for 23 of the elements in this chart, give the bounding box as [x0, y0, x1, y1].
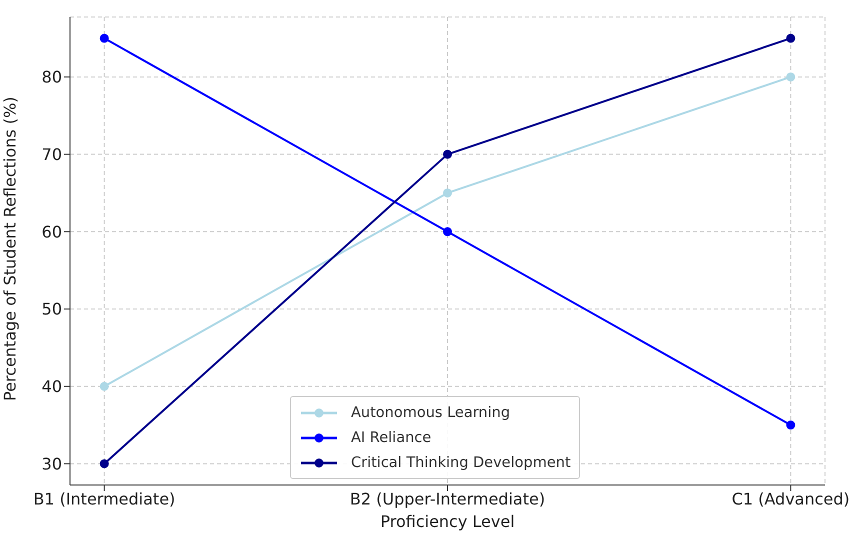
x-tick-label: B2 (Upper-Intermediate)	[350, 489, 546, 508]
point	[100, 459, 109, 468]
x-tick-label: C1 (Advanced)	[732, 489, 850, 508]
y-axis-title: Percentage of Student Reflections (%)	[0, 96, 20, 401]
legend-label: AI Reliance	[351, 430, 432, 446]
point	[786, 72, 796, 82]
y-tick-label: 50	[42, 300, 62, 319]
point	[786, 420, 796, 430]
point	[786, 34, 796, 43]
y-tick-label: 80	[42, 68, 62, 87]
x-axis-title: Proficiency Level	[380, 512, 515, 531]
x-tick-label: B1 (Intermediate)	[33, 489, 176, 508]
legend-label: Autonomous Learning	[351, 404, 510, 420]
point	[100, 382, 109, 391]
point	[443, 150, 452, 159]
y-tick-label: 60	[42, 222, 62, 242]
point	[443, 188, 452, 198]
y-tick-label: 40	[42, 377, 62, 396]
y-tick-label: 30	[42, 454, 62, 474]
point	[100, 34, 109, 43]
y-tick-label: 70	[42, 144, 62, 164]
legend-label: Critical Thinking Development	[351, 454, 571, 470]
point	[443, 227, 452, 236]
